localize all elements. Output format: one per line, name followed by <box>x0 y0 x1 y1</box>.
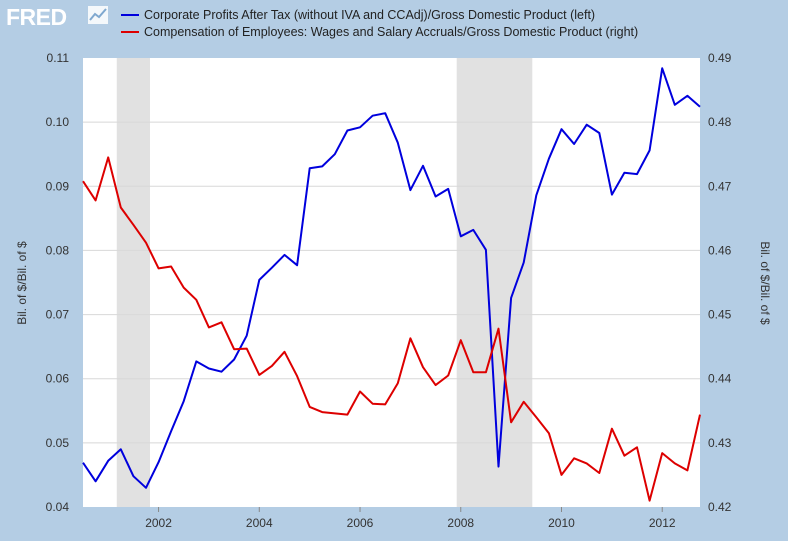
y-left-tick-label: 0.09 <box>46 179 70 193</box>
plot-area <box>83 58 700 507</box>
y-right-tick-label: 0.43 <box>708 436 732 450</box>
y-right-tick-label: 0.46 <box>708 243 732 257</box>
recession-band-1 <box>456 58 533 507</box>
y-left-tick-label: 0.11 <box>47 51 70 65</box>
x-tick-label: 2010 <box>548 516 575 530</box>
y-left-tick-label: 0.04 <box>46 500 70 514</box>
x-tick-label: 2008 <box>447 516 474 530</box>
series-line-compensation <box>82 156 701 502</box>
legend-label: Compensation of Employees: Wages and Sal… <box>144 25 639 39</box>
y-left-tick-label: 0.05 <box>46 436 70 450</box>
y-right-tick-label: 0.44 <box>708 372 732 386</box>
y-axis-right-title: Bil. of $/Bil. of $ <box>758 241 772 325</box>
y-left-tick-label: 0.08 <box>46 243 70 257</box>
legend-swatch-blue <box>121 14 139 16</box>
y-right-tick-label: 0.48 <box>708 115 732 129</box>
y-left-tick-label: 0.06 <box>46 372 70 386</box>
fred-logo: FRED <box>6 4 67 30</box>
y-right-tick-label: 0.49 <box>708 51 732 65</box>
y-left-tick-label: 0.10 <box>46 115 70 129</box>
legend-entry-right-series: Compensation of Employees: Wages and Sal… <box>121 25 638 39</box>
y-right-tick-label: 0.42 <box>708 500 732 514</box>
y-right-tick-label: 0.47 <box>708 179 732 193</box>
legend-entry-left-series: Corporate Profits After Tax (without IVA… <box>121 8 595 22</box>
y-axis-left-title: Bil. of $/Bil. of $ <box>15 241 29 325</box>
x-tick-label: 2006 <box>347 516 374 530</box>
recession-band-0 <box>116 58 150 507</box>
fred-chart-icon <box>88 6 108 24</box>
legend-label: Corporate Profits After Tax (without IVA… <box>144 8 596 22</box>
x-tick-label: 2012 <box>649 516 676 530</box>
legend-swatch-red <box>121 31 139 33</box>
y-right-tick-label: 0.45 <box>708 308 732 322</box>
x-tick-label: 2002 <box>145 516 172 530</box>
x-tick-label: 2004 <box>246 516 273 530</box>
series-line-corporate-profits <box>82 67 701 489</box>
y-left-tick-label: 0.07 <box>46 308 70 322</box>
